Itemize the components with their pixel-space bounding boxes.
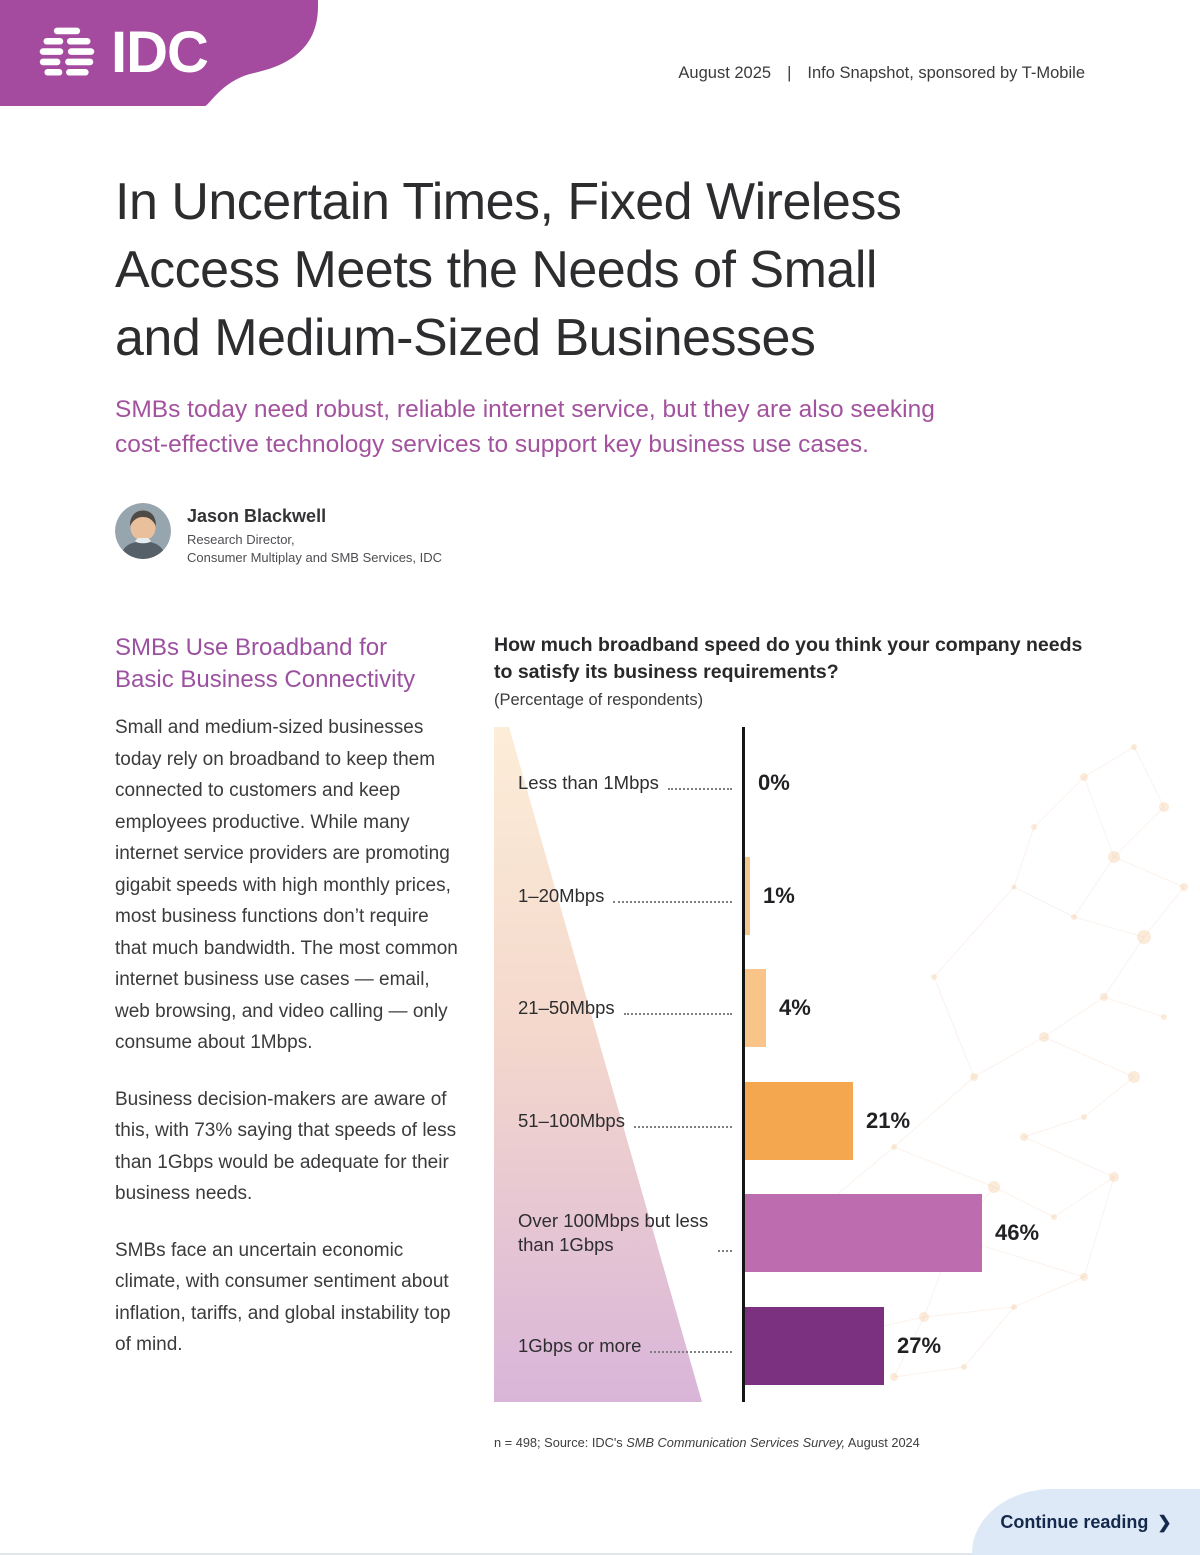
dotted-leader bbox=[623, 1013, 732, 1016]
continue-reading-label: Continue reading bbox=[1000, 1511, 1149, 1532]
bar-value: 4% bbox=[779, 995, 811, 1021]
bar bbox=[745, 1306, 884, 1385]
category-label: 21–50Mbps bbox=[494, 996, 742, 1020]
chevron-right-icon: ❯ bbox=[1157, 1513, 1172, 1532]
bar-cell: 27% bbox=[742, 1290, 1154, 1403]
bar-value: 0% bbox=[758, 770, 790, 796]
chart-row: Less than 1Mbps 0% bbox=[494, 727, 1154, 840]
bar-cell: 1% bbox=[742, 840, 1154, 953]
article-column: SMBs Use Broadband for Basic Business Co… bbox=[115, 632, 460, 1450]
bar-cell: 4% bbox=[742, 952, 1154, 1065]
chart-row: 21–50Mbps 4% bbox=[494, 952, 1154, 1065]
main-content: SMBs Use Broadband for Basic Business Co… bbox=[115, 632, 1200, 1450]
bar-value: 27% bbox=[897, 1332, 942, 1358]
category-label: 51–100Mbps bbox=[494, 1109, 742, 1133]
category-label: Over 100Mbps but less than 1Gbps bbox=[494, 1209, 742, 1257]
author-block: Jason Blackwell Research Director, Consu… bbox=[115, 503, 442, 567]
bar bbox=[745, 1194, 982, 1273]
dotted-leader bbox=[650, 1350, 732, 1353]
category-label: 1Gbps or more bbox=[494, 1334, 742, 1358]
bar bbox=[745, 856, 750, 935]
brand-name: IDC bbox=[111, 20, 209, 85]
bar-cell: 46% bbox=[742, 1177, 1154, 1290]
dotted-leader bbox=[718, 1250, 732, 1253]
bar-cell: 0% bbox=[742, 727, 1154, 840]
article-paragraph: Small and medium-sized businesses today … bbox=[115, 717, 458, 1053]
article-paragraph: SMBs face an uncertain economic climate,… bbox=[115, 1239, 451, 1356]
subtitle-line: SMBs today need robust, reliable interne… bbox=[115, 396, 935, 423]
header-meta: August 2025 | Info Snapshot, sponsored b… bbox=[678, 64, 1085, 83]
title-line: and Medium-Sized Businesses bbox=[115, 309, 816, 367]
sponsor-tagline: Info Snapshot, sponsored by T-Mobile bbox=[807, 64, 1085, 82]
chart-rows: Less than 1Mbps 0% 1–20Mbps bbox=[494, 727, 1154, 1402]
chart-row: 1Gbps or more 27% bbox=[494, 1290, 1154, 1403]
chart-row: Over 100Mbps but less than 1Gbps 46% bbox=[494, 1177, 1154, 1290]
idc-logo: IDC bbox=[36, 16, 209, 90]
bar-value: 1% bbox=[763, 882, 795, 908]
title-line: In Uncertain Times, Fixed Wireless bbox=[115, 173, 902, 231]
bar bbox=[745, 969, 766, 1048]
chart-row: 51–100Mbps 21% bbox=[494, 1065, 1154, 1178]
chart-source-note: n = 498; Source: IDC's SMB Communication… bbox=[494, 1435, 920, 1450]
bar-chart: Less than 1Mbps 0% 1–20Mbps bbox=[494, 727, 1194, 1402]
bar-value: 21% bbox=[866, 1107, 911, 1133]
chart-column: How much broadband speed do you think yo… bbox=[494, 632, 1200, 1450]
issue-date: August 2025 bbox=[678, 64, 772, 82]
header-banner bbox=[0, 0, 318, 106]
page-subtitle: SMBs today need robust, reliable interne… bbox=[115, 392, 1065, 462]
page-title: In Uncertain Times, Fixed Wireless Acces… bbox=[115, 168, 1095, 372]
bar-value: 46% bbox=[995, 1220, 1040, 1246]
category-label: Less than 1Mbps bbox=[494, 771, 742, 795]
article-paragraph: Business decision-makers are aware of th… bbox=[115, 1088, 457, 1205]
title-line: Access Meets the Needs of Small bbox=[115, 241, 877, 299]
idc-globe-icon bbox=[39, 27, 95, 76]
dotted-leader bbox=[667, 788, 732, 791]
author-name: Jason Blackwell bbox=[187, 506, 327, 526]
subtitle-line: cost-effective technology services to su… bbox=[115, 431, 869, 458]
section-heading: SMBs Use Broadband for Basic Business Co… bbox=[115, 634, 416, 693]
dotted-leader bbox=[633, 1125, 732, 1128]
chart-title: How much broadband speed do you think yo… bbox=[494, 634, 1083, 683]
author-avatar bbox=[115, 503, 171, 559]
continue-reading-button[interactable]: Continue reading ❯ bbox=[972, 1489, 1200, 1555]
bar-cell: 21% bbox=[742, 1065, 1154, 1178]
meta-separator: | bbox=[787, 64, 792, 82]
bar bbox=[745, 1081, 853, 1160]
dotted-leader bbox=[613, 900, 732, 903]
chart-row: 1–20Mbps 1% bbox=[494, 840, 1154, 953]
author-info: Jason Blackwell Research Director, Consu… bbox=[187, 503, 442, 567]
chart-subtitle: (Percentage of respondents) bbox=[494, 691, 704, 709]
author-role: Research Director, Consumer Multiplay an… bbox=[187, 532, 443, 565]
category-label: 1–20Mbps bbox=[494, 884, 742, 908]
